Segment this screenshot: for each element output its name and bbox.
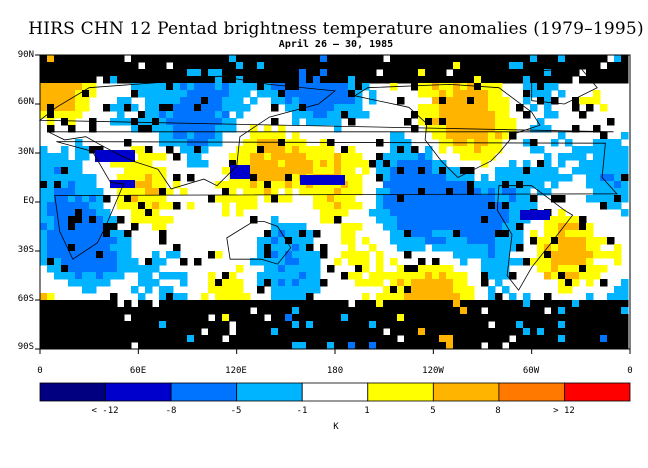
anomaly-field bbox=[40, 55, 630, 350]
lat-label-30n: 30N bbox=[17, 147, 34, 157]
colorbar-label-8: > 12 bbox=[553, 406, 575, 416]
lon-label-0: 0 bbox=[37, 366, 43, 376]
colorbar-label-5: 1 bbox=[364, 406, 370, 416]
coastline bbox=[531, 67, 598, 105]
colorbar-label-2: -8 bbox=[165, 406, 177, 416]
colorbar-swatch bbox=[105, 382, 172, 402]
lon-label-60w: 60W bbox=[522, 366, 540, 376]
coastline bbox=[38, 75, 614, 190]
colorbar-swatch bbox=[498, 382, 565, 402]
colorbar-swatch bbox=[236, 382, 303, 402]
lon-label-60e: 60E bbox=[129, 366, 147, 376]
colorbar-unit: K bbox=[333, 422, 339, 432]
axis-ticks bbox=[35, 54, 631, 354]
colorbar-swatch bbox=[39, 382, 106, 402]
coastline bbox=[226, 221, 292, 265]
colorbar-label-4: -1 bbox=[296, 406, 308, 416]
coastlines bbox=[38, 67, 618, 291]
map-subtitle: April 26 – 30, 1985 bbox=[278, 39, 394, 50]
colorbar-label-1: < -12 bbox=[91, 406, 119, 416]
lon-label-120e: 120E bbox=[225, 366, 247, 376]
lat-label-30s: 30S bbox=[17, 245, 34, 255]
colorbar-swatch bbox=[301, 382, 369, 402]
lat-label-90n: 90N bbox=[17, 50, 34, 60]
lon-label-0w: 0 bbox=[627, 366, 633, 376]
coastline bbox=[353, 83, 541, 178]
lat-label-90s: 90S bbox=[17, 342, 34, 352]
map-title: HIRS CHN 12 Pentad brightness temperatur… bbox=[28, 19, 644, 39]
lat-label-eq: EQ bbox=[23, 196, 34, 206]
lat-label-60n: 60N bbox=[17, 97, 34, 107]
colorbar-label-7: 8 bbox=[495, 406, 501, 416]
colorbar-swatch bbox=[367, 382, 434, 402]
colorbar-swatch bbox=[432, 382, 500, 402]
colorbar-swatch bbox=[564, 382, 631, 402]
coastline bbox=[496, 185, 574, 291]
colorbar-swatch bbox=[170, 382, 238, 402]
lat-label-60s: 60S bbox=[17, 294, 34, 304]
colorbar-label-3: -5 bbox=[230, 406, 242, 416]
colorbar-label-6: 5 bbox=[430, 406, 436, 416]
lon-label-180: 180 bbox=[326, 366, 344, 376]
colorbar bbox=[39, 382, 631, 402]
lon-label-120w: 120W bbox=[422, 366, 444, 376]
coastline bbox=[54, 141, 618, 260]
